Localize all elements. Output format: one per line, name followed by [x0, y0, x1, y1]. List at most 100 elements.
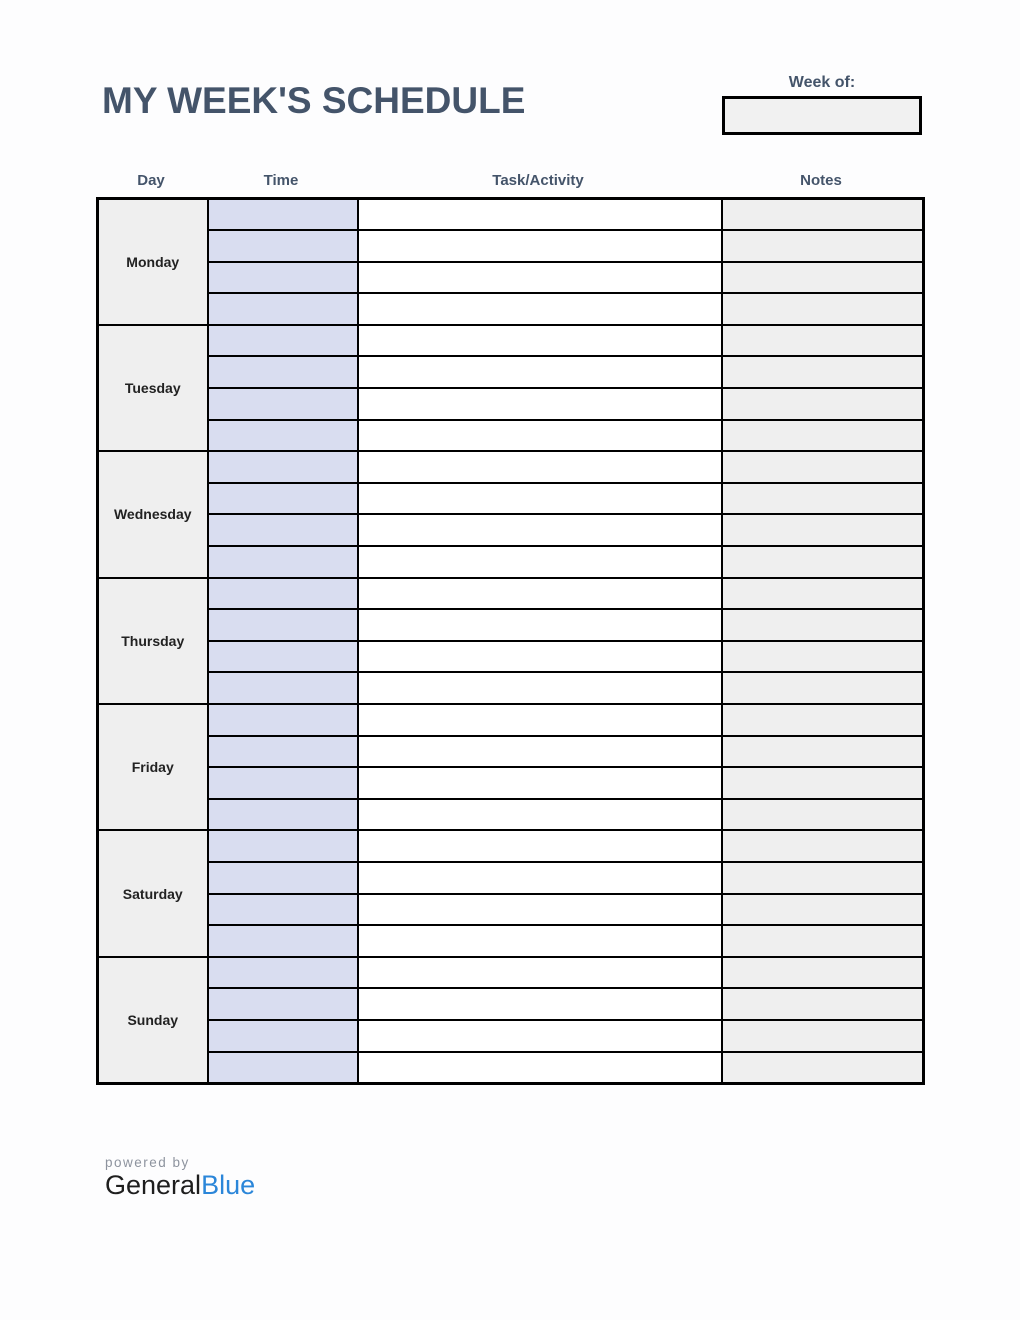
- task-cell[interactable]: [356, 197, 723, 232]
- time-cell[interactable]: [206, 292, 359, 326]
- time-cell[interactable]: [206, 734, 359, 769]
- task-cell[interactable]: [356, 355, 723, 390]
- table-row: [98, 797, 925, 832]
- notes-cell[interactable]: [720, 766, 925, 800]
- notes-cell[interactable]: [720, 797, 925, 832]
- task-cell[interactable]: [356, 229, 723, 263]
- time-cell[interactable]: [206, 892, 359, 927]
- time-cell[interactable]: [206, 197, 359, 232]
- day-cell-monday: Monday: [96, 197, 209, 326]
- time-cell[interactable]: [206, 387, 359, 421]
- notes-cell[interactable]: [720, 860, 925, 895]
- task-cell[interactable]: [356, 387, 723, 421]
- task-cell[interactable]: [356, 450, 723, 484]
- table-row: Wednesday: [96, 450, 925, 579]
- task-cell[interactable]: [356, 703, 723, 737]
- table-row: Sunday: [96, 955, 925, 1085]
- time-cell[interactable]: [206, 260, 359, 295]
- time-cell[interactable]: [206, 545, 359, 579]
- task-cell[interactable]: [356, 924, 723, 958]
- time-cell[interactable]: [206, 703, 359, 737]
- time-cell[interactable]: [206, 608, 359, 642]
- notes-cell[interactable]: [720, 450, 925, 484]
- notes-cell[interactable]: [720, 671, 925, 705]
- time-cell[interactable]: [206, 418, 359, 453]
- notes-cell[interactable]: [720, 197, 925, 232]
- notes-cell[interactable]: [720, 355, 925, 390]
- week-of-label: Week of:: [788, 74, 856, 91]
- task-cell[interactable]: [356, 1050, 723, 1085]
- notes-cell[interactable]: [720, 608, 925, 642]
- time-cell[interactable]: [206, 955, 359, 990]
- notes-cell[interactable]: [720, 229, 925, 263]
- task-cell[interactable]: [356, 639, 723, 674]
- notes-cell[interactable]: [720, 418, 925, 453]
- time-cell[interactable]: [206, 229, 359, 263]
- time-cell[interactable]: [206, 576, 359, 611]
- notes-cell[interactable]: [720, 576, 925, 611]
- notes-cell[interactable]: [720, 545, 925, 579]
- time-cell[interactable]: [206, 1018, 359, 1053]
- notes-cell[interactable]: [720, 892, 925, 927]
- notes-cell[interactable]: [720, 703, 925, 737]
- notes-cell[interactable]: [720, 513, 925, 548]
- notes-cell[interactable]: [720, 639, 925, 674]
- time-cell[interactable]: [206, 987, 359, 1021]
- table-row: [98, 418, 925, 453]
- notes-cell[interactable]: [720, 987, 925, 1021]
- task-cell[interactable]: [356, 576, 723, 611]
- table-row: [98, 608, 925, 642]
- task-cell[interactable]: [356, 829, 723, 863]
- time-cell[interactable]: [206, 513, 359, 548]
- notes-cell[interactable]: [720, 1018, 925, 1053]
- notes-cell[interactable]: [720, 260, 925, 295]
- time-cell[interactable]: [206, 323, 359, 358]
- notes-cell[interactable]: [720, 481, 925, 516]
- table-row: [98, 892, 925, 927]
- task-cell[interactable]: [356, 292, 723, 326]
- task-cell[interactable]: [356, 955, 723, 990]
- time-cell[interactable]: [206, 797, 359, 832]
- task-cell[interactable]: [356, 987, 723, 1021]
- notes-cell[interactable]: [720, 955, 925, 990]
- notes-cell[interactable]: [720, 829, 925, 863]
- task-cell[interactable]: [356, 545, 723, 579]
- week-of-input[interactable]: [722, 96, 922, 135]
- time-cell[interactable]: [206, 481, 359, 516]
- time-cell[interactable]: [206, 860, 359, 895]
- task-cell[interactable]: [356, 797, 723, 832]
- table-header-row: Day Time Task/Activity Notes: [96, 168, 922, 192]
- time-cell[interactable]: [206, 671, 359, 705]
- task-cell[interactable]: [356, 481, 723, 516]
- notes-cell[interactable]: [720, 387, 925, 421]
- generalblue-logo: GeneralBlue: [105, 1170, 256, 1201]
- time-cell[interactable]: [206, 639, 359, 674]
- time-cell[interactable]: [206, 766, 359, 800]
- time-cell[interactable]: [206, 450, 359, 484]
- time-cell[interactable]: [206, 829, 359, 863]
- task-cell[interactable]: [356, 608, 723, 642]
- notes-cell[interactable]: [720, 734, 925, 769]
- task-cell[interactable]: [356, 323, 723, 358]
- notes-cell[interactable]: [720, 292, 925, 326]
- task-cell[interactable]: [356, 513, 723, 548]
- task-cell[interactable]: [356, 260, 723, 295]
- task-cell[interactable]: [356, 892, 723, 927]
- time-cell[interactable]: [206, 355, 359, 390]
- day-cell-saturday: Saturday: [96, 829, 209, 958]
- task-cell[interactable]: [356, 671, 723, 705]
- task-cell[interactable]: [356, 418, 723, 453]
- notes-cell[interactable]: [720, 323, 925, 358]
- task-cell[interactable]: [356, 1018, 723, 1053]
- time-cell[interactable]: [206, 924, 359, 958]
- brand-blue-text: Blue: [201, 1170, 256, 1200]
- time-cell[interactable]: [206, 1050, 359, 1085]
- column-header-day: Day: [137, 171, 165, 189]
- task-cell[interactable]: [356, 734, 723, 769]
- notes-cell[interactable]: [720, 1050, 925, 1085]
- notes-cell[interactable]: [720, 924, 925, 958]
- task-cell[interactable]: [356, 766, 723, 800]
- task-cell[interactable]: [356, 860, 723, 895]
- table-row: [98, 734, 925, 769]
